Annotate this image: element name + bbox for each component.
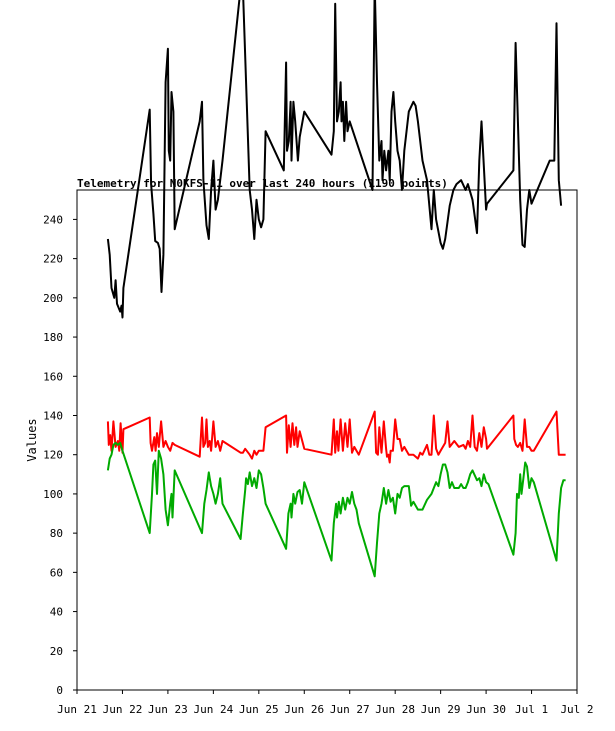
plot-frame	[76, 189, 578, 691]
x-tick-label: Jun 29	[421, 703, 461, 716]
x-tick-label: Jun 24	[193, 703, 233, 716]
y-tick-label: 140	[43, 409, 63, 422]
y-axis-ticks: 0 20 40 60 80 100 120 140 160 180 200 220 240	[43, 213, 77, 697]
series-line-2	[106, 410, 566, 464]
x-tick-label: Jul 2	[560, 703, 593, 716]
x-tick-label: Jun 28	[375, 703, 415, 716]
y-tick-label: 60	[50, 566, 63, 579]
y-tick-label: 160	[43, 370, 63, 383]
y-tick-label: 180	[43, 331, 63, 344]
x-tick-label: Jul 1	[515, 703, 548, 716]
x-tick-label: Jun 22	[103, 703, 143, 716]
chart-title: Telemetry for N0KFS-11 over last 240 hou…	[77, 177, 448, 190]
y-tick-label: 80	[50, 527, 63, 540]
x-tick-label: Jun 25	[239, 703, 279, 716]
y-tick-label: 220	[43, 253, 63, 266]
series-line-1	[106, 0, 563, 319]
y-tick-label: 120	[43, 449, 63, 462]
x-axis-ticks: Jun 21 Jun 22 Jun 23 Jun 24 Jun 25 Jun 26 Jun …	[57, 690, 594, 716]
y-tick-label: 200	[43, 292, 63, 305]
series-layer	[106, 0, 566, 578]
x-tick-label: Jun 26	[284, 703, 324, 716]
x-tick-label: Jun 21	[57, 703, 97, 716]
y-tick-label: 20	[50, 645, 63, 658]
x-tick-label: Jun 30	[466, 703, 506, 716]
series-line-3	[106, 441, 566, 578]
y-axis-title: Values	[25, 418, 39, 461]
y-tick-label: 100	[43, 488, 63, 501]
x-tick-label: Jun 27	[330, 703, 370, 716]
y-tick-label: 40	[50, 606, 63, 619]
x-tick-label: Jun 23	[148, 703, 188, 716]
y-tick-label: 240	[43, 213, 63, 226]
y-tick-label: 0	[56, 684, 63, 697]
